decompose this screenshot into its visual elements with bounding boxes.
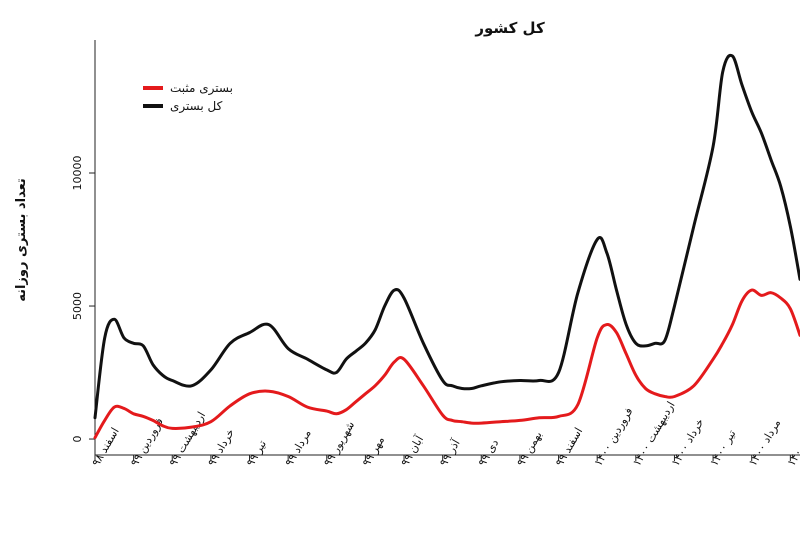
legend-label: کل بستری: [170, 99, 223, 114]
series-line-positive: [93, 288, 800, 440]
x-tick-label: مهر ۹۹: [360, 434, 387, 469]
x-tick-label: مرداد ۱۴۰۰: [746, 417, 783, 469]
x-tick-label: خرداد ۹۹: [205, 426, 237, 468]
y-axis-label: تعداد بستری روزانه: [14, 178, 29, 302]
x-tick-label: آذر ۹۹: [436, 436, 463, 469]
y-tick-label: 10000: [71, 156, 84, 191]
x-tick-label: اردیبهشت ۹۹: [167, 409, 209, 468]
y-tick-label: 0: [71, 436, 84, 443]
x-tick-label: شهریور ۹۹: [321, 419, 357, 469]
x-tick-label: بهمن ۹۹: [514, 429, 544, 469]
legend-label: بستری مثبت: [170, 81, 233, 96]
x-tick-label: اسفند ۹۸: [89, 425, 121, 468]
x-tick-label: آبان ۹۹: [398, 432, 427, 468]
x-tick-label: شهریور ۱۴۰۰: [785, 409, 800, 469]
x-tick-label: مرداد ۹۹: [282, 427, 313, 468]
y-ticks: 0 5000 10000: [71, 156, 95, 443]
x-tick-label: تیر ۹۹: [244, 438, 269, 469]
x-tick-label: تیر ۱۴۰۰: [707, 428, 738, 469]
x-tick-label: فروردین ۱۴۰۰: [592, 405, 636, 468]
series-line-total: [93, 53, 800, 420]
chart-title: کل کشور: [474, 19, 545, 37]
series-lines: [93, 53, 800, 440]
x-tick-label: دی ۹۹: [476, 437, 502, 469]
x-tick-label: اسفند ۹۹: [553, 425, 585, 468]
x-tick-label: خرداد ۱۴۰۰: [669, 416, 707, 468]
legend: بستری مثبت کل بستری: [143, 81, 233, 114]
y-tick-label: 5000: [71, 292, 84, 320]
